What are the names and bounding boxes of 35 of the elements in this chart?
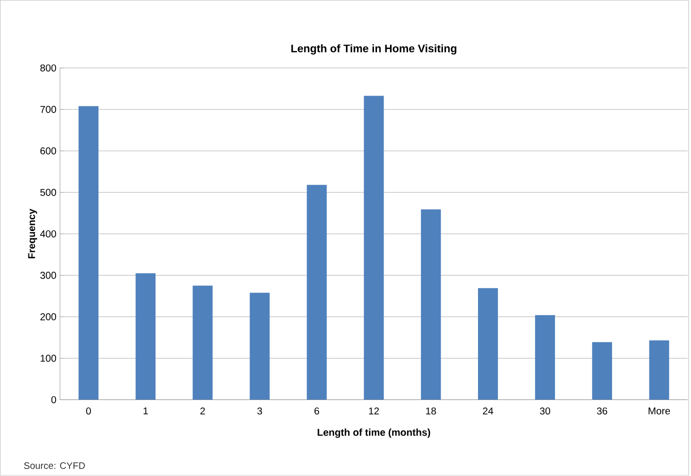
y-tick-label: 0 [51,396,56,404]
y-tick-label: 700 [40,106,56,114]
x-axis-title: Length of time (months) [318,428,430,438]
y-tick-label: 100 [40,354,56,362]
bar [136,273,156,400]
y-axis-title: Frequency [28,208,38,258]
source-note: Source: CYFD [24,462,85,470]
x-tick-label: 2 [200,408,205,415]
x-tick-label: 3 [257,408,262,415]
y-tick-label: 600 [40,148,56,155]
x-tick-label: More [648,408,670,415]
bar [592,342,612,400]
x-tick-label: 0 [86,408,91,415]
x-tick-label: 30 [540,408,550,415]
x-tick-label: 24 [482,408,494,415]
y-tick-label: 400 [40,230,56,238]
x-tick-label: 6 [314,408,320,415]
x-tick-label: 36 [596,408,608,415]
bar [535,315,555,400]
bar [364,96,384,400]
x-tick-label: 1 [144,408,148,414]
x-tick-label: 12 [369,408,379,415]
bar [78,106,98,400]
x-tick-label: 18 [426,408,436,415]
bar [192,286,213,400]
y-tick-label: 800 [40,64,56,72]
bar [306,185,327,400]
y-tick-label: 500 [40,189,56,196]
y-tick-label: 300 [40,272,56,279]
bar [250,292,270,400]
bar [649,340,670,400]
chart-title: Length of Time in Home Visiting [291,44,456,55]
bar [478,288,498,400]
bar [420,210,441,400]
y-tick-label: 200 [40,313,56,320]
